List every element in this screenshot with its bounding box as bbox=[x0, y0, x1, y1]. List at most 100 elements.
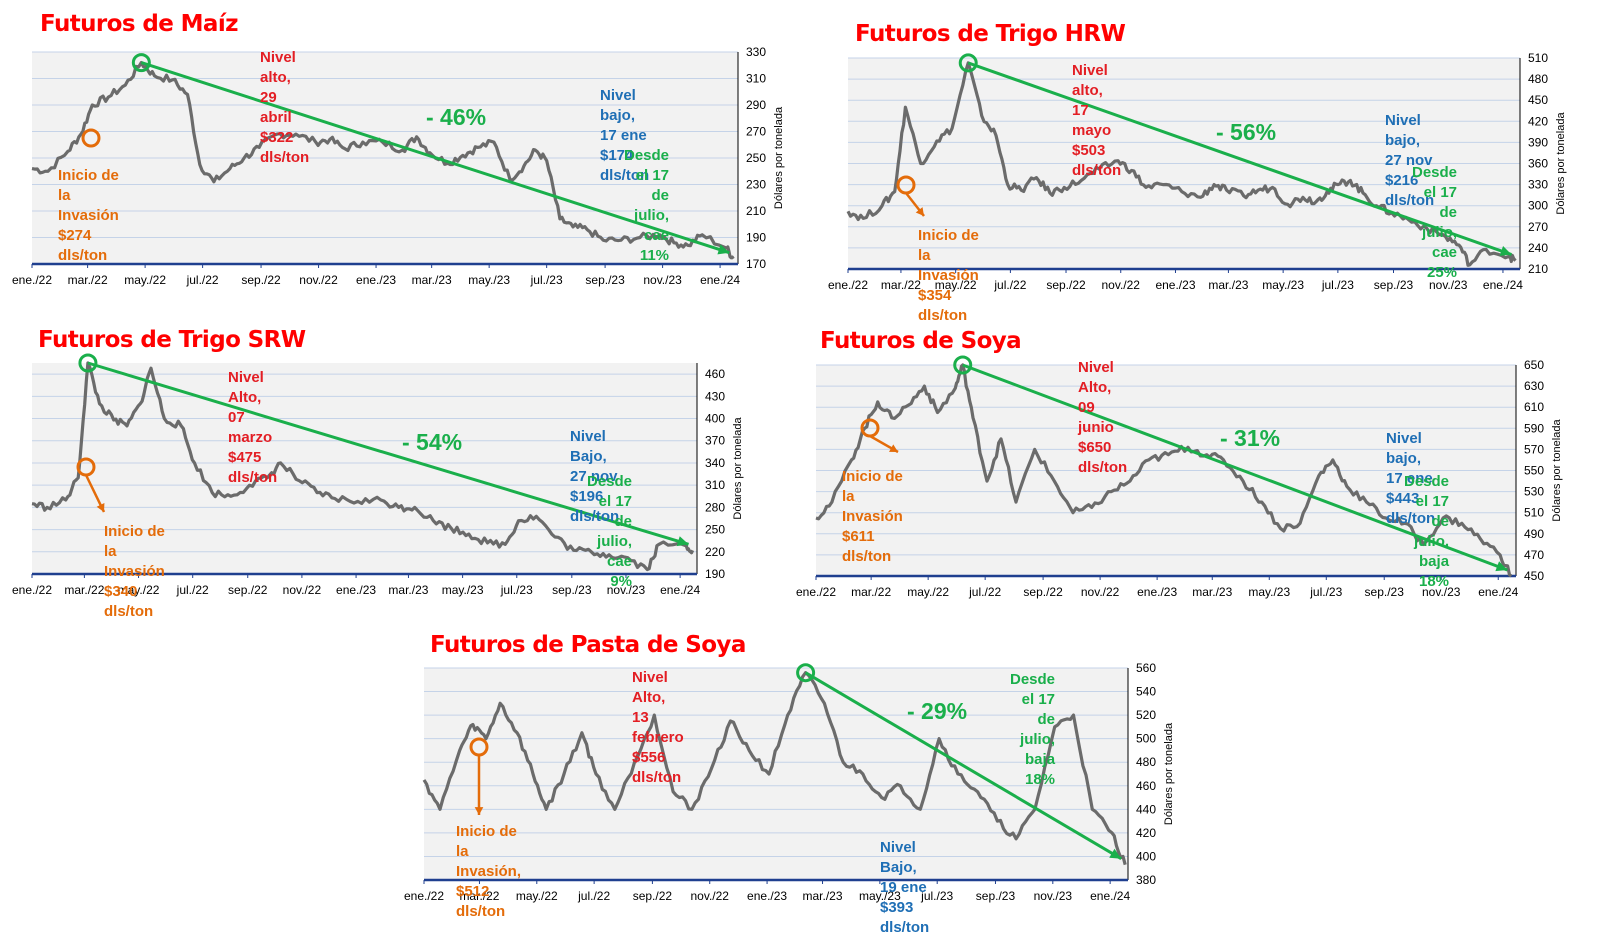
x-tick-label: ene./22 bbox=[12, 583, 52, 597]
y-tick-label: 560 bbox=[1136, 661, 1156, 675]
x-tick-label: ene./24 bbox=[1483, 278, 1523, 292]
y-tick-label: 650 bbox=[1524, 358, 1544, 372]
invasion-arrow-head bbox=[889, 444, 898, 452]
x-tick-label: sep./23 bbox=[976, 889, 1016, 903]
invasion-arrow-head bbox=[96, 503, 105, 512]
x-tick-label: nov./22 bbox=[299, 273, 338, 287]
trend-arrow-head bbox=[1499, 246, 1512, 256]
y-axis-label: Dólares por tonelada bbox=[1551, 419, 1563, 522]
change-percent: - 29% bbox=[907, 698, 968, 724]
x-tick-label: may./22 bbox=[907, 585, 949, 599]
y-tick-label: 550 bbox=[1524, 464, 1544, 478]
chart-title: Futuros de Trigo HRW bbox=[855, 21, 1126, 47]
y-tick-label: 420 bbox=[1136, 826, 1156, 840]
price-series-line bbox=[31, 361, 695, 572]
trend-arrow-line bbox=[967, 61, 1513, 256]
y-tick-label: 220 bbox=[705, 545, 725, 559]
x-tick-label: ene./22 bbox=[12, 273, 52, 287]
x-tick-label: ene./22 bbox=[828, 278, 868, 292]
invasion-annotation: Inicio de la Invasión, $512 dls/ton bbox=[456, 823, 522, 920]
y-tick-label: 300 bbox=[1528, 199, 1548, 213]
y-axis-label: Dólares por tonelada bbox=[732, 417, 744, 520]
invasion-annotation: Inicio de la Invasión $274 dls/ton bbox=[58, 167, 119, 264]
x-tick-label: jul./23 bbox=[1309, 585, 1342, 599]
y-tick-label: 480 bbox=[1136, 755, 1156, 769]
x-tick-label: mar./22 bbox=[68, 273, 108, 287]
x-tick-label: jul./22 bbox=[993, 278, 1026, 292]
y-tick-label: 340 bbox=[705, 456, 725, 470]
x-tick-label: may./23 bbox=[442, 583, 484, 597]
x-tick-label: mar./22 bbox=[64, 583, 104, 597]
y-tick-label: 270 bbox=[1528, 220, 1548, 234]
plot-area bbox=[424, 668, 1128, 880]
y-tick-label: 460 bbox=[705, 367, 725, 381]
trend-arrow-head bbox=[676, 536, 689, 547]
y-tick-label: 190 bbox=[705, 567, 725, 581]
x-tick-label: may./22 bbox=[118, 583, 160, 597]
y-axis-label: Dólares por tonelada bbox=[1555, 112, 1567, 215]
y-tick-label: 500 bbox=[1136, 732, 1156, 746]
x-tick-label: nov./22 bbox=[1081, 585, 1120, 599]
y-tick-label: 360 bbox=[1528, 157, 1548, 171]
high-annotation: Nivel alto, 29 abril $322 dls/ton bbox=[260, 49, 310, 166]
change-percent: - 46% bbox=[426, 104, 487, 130]
x-tick-label: nov./23 bbox=[1034, 889, 1073, 903]
x-tick-label: mar./23 bbox=[412, 273, 452, 287]
x-tick-label: sep./23 bbox=[585, 273, 625, 287]
high-annotation: Nivel alto, 17 mayo $503 dls/ton bbox=[1072, 62, 1122, 179]
y-tick-label: 420 bbox=[1528, 114, 1548, 128]
y-tick-label: 510 bbox=[1524, 506, 1544, 520]
y-axis-label: Dólares por tonelada bbox=[773, 106, 785, 209]
x-tick-label: ene./23 bbox=[1137, 585, 1177, 599]
high-annotation: Nivel Alto, 13 febrero $556 dls/ton bbox=[632, 669, 684, 786]
y-tick-label: 240 bbox=[1528, 241, 1548, 255]
chart-title: Futuros de Trigo SRW bbox=[38, 327, 306, 353]
y-tick-label: 440 bbox=[1136, 802, 1156, 816]
y-tick-label: 590 bbox=[1524, 421, 1544, 435]
y-tick-label: 470 bbox=[1524, 548, 1544, 562]
x-tick-label: may./22 bbox=[124, 273, 166, 287]
x-tick-label: may./23 bbox=[468, 273, 510, 287]
y-tick-label: 230 bbox=[746, 178, 766, 192]
high-marker bbox=[958, 53, 978, 73]
change-percent: - 56% bbox=[1216, 119, 1277, 145]
x-tick-label: may./23 bbox=[859, 889, 901, 903]
x-tick-label: jul./22 bbox=[968, 585, 1001, 599]
x-tick-label: ene./24 bbox=[1478, 585, 1518, 599]
x-tick-label: sep./23 bbox=[1365, 585, 1405, 599]
x-tick-label: sep./22 bbox=[1023, 585, 1063, 599]
since-july-annotation: Desde el 17 de julio, cae 25% bbox=[1412, 164, 1458, 281]
x-tick-label: jul./22 bbox=[577, 889, 610, 903]
x-tick-label: ene./23 bbox=[747, 889, 787, 903]
x-tick-label: ene./22 bbox=[404, 889, 444, 903]
x-tick-label: ene./23 bbox=[356, 273, 396, 287]
y-tick-label: 170 bbox=[746, 257, 766, 271]
x-tick-label: jul./22 bbox=[176, 583, 209, 597]
y-tick-label: 290 bbox=[746, 98, 766, 112]
x-tick-label: ene./24 bbox=[1090, 889, 1130, 903]
y-tick-label: 210 bbox=[1528, 262, 1548, 276]
trend-arrow-line bbox=[140, 61, 730, 255]
x-tick-label: may./23 bbox=[1262, 278, 1304, 292]
invasion-annotation: Inicio de la Invasión $354 dls/ton bbox=[918, 227, 979, 324]
trend-arrow-line bbox=[804, 671, 1122, 860]
high-marker bbox=[953, 355, 973, 375]
price-series-line bbox=[815, 363, 1513, 578]
y-tick-label: 280 bbox=[705, 500, 725, 514]
y-tick-label: 400 bbox=[1136, 849, 1156, 863]
change-percent: - 31% bbox=[1220, 425, 1281, 451]
y-tick-label: 540 bbox=[1136, 685, 1156, 699]
high-annotation: Nivel Alto, 07 marzo $475 dls/ton bbox=[228, 369, 278, 486]
x-tick-label: jul./23 bbox=[920, 889, 953, 903]
y-tick-label: 630 bbox=[1524, 379, 1544, 393]
x-tick-label: may./23 bbox=[1248, 585, 1290, 599]
x-tick-label: ene./22 bbox=[796, 585, 836, 599]
invasion-annotation: Inicio de la Invasión $340 dls/ton bbox=[104, 523, 165, 620]
x-tick-label: jul./23 bbox=[1321, 278, 1354, 292]
x-tick-label: sep./22 bbox=[228, 583, 268, 597]
x-tick-label: mar./23 bbox=[803, 889, 843, 903]
x-tick-label: nov./23 bbox=[1422, 585, 1461, 599]
